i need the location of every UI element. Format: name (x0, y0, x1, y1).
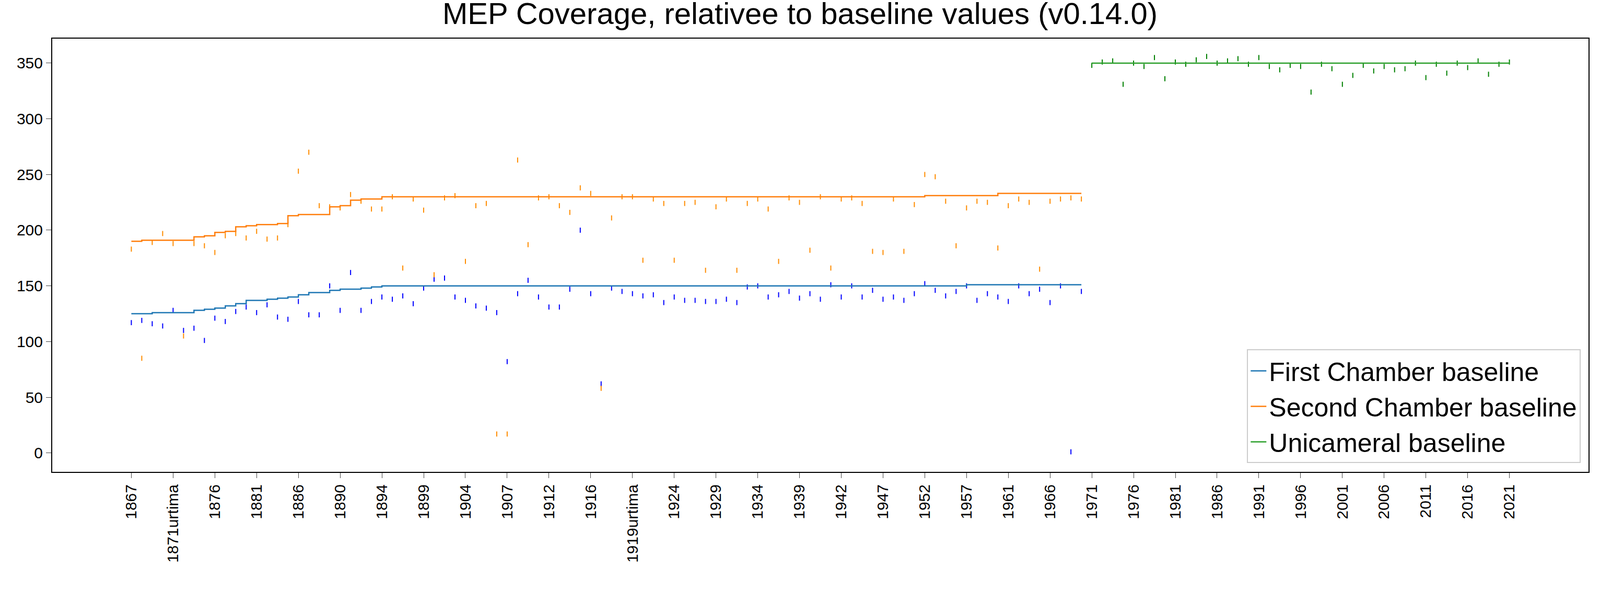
svg-text:1890: 1890 (331, 484, 349, 520)
svg-text:1934: 1934 (748, 484, 766, 520)
svg-text:2021: 2021 (1500, 484, 1518, 520)
svg-text:1971: 1971 (1082, 484, 1101, 520)
svg-text:0: 0 (33, 444, 43, 462)
svg-text:1929: 1929 (706, 484, 724, 520)
svg-text:MEP Coverage, relativee to bas: MEP Coverage, relativee to baseline valu… (442, 0, 1158, 31)
svg-text:1899: 1899 (414, 484, 432, 520)
svg-text:1939: 1939 (790, 484, 808, 520)
svg-text:150: 150 (16, 277, 43, 295)
svg-text:300: 300 (16, 110, 43, 128)
svg-text:200: 200 (16, 221, 43, 239)
svg-text:1904: 1904 (456, 484, 474, 520)
svg-text:Unicameral baseline: Unicameral baseline (1268, 428, 1506, 459)
svg-text:1947: 1947 (873, 484, 892, 520)
svg-text:1886: 1886 (289, 484, 307, 520)
svg-text:250: 250 (16, 166, 43, 184)
svg-text:2011: 2011 (1416, 484, 1434, 519)
svg-text:Second Chamber baseline: Second Chamber baseline (1268, 393, 1577, 423)
svg-text:2016: 2016 (1458, 484, 1476, 520)
svg-text:1981: 1981 (1166, 484, 1184, 520)
svg-text:50: 50 (25, 389, 43, 407)
svg-text:1894: 1894 (372, 484, 391, 520)
svg-text:1867: 1867 (122, 484, 140, 520)
svg-text:1991: 1991 (1250, 484, 1268, 520)
svg-text:1942: 1942 (832, 484, 850, 520)
svg-text:2001: 2001 (1333, 484, 1351, 520)
svg-text:1976: 1976 (1124, 484, 1142, 520)
svg-text:1881: 1881 (247, 484, 265, 520)
svg-text:1876: 1876 (205, 484, 224, 520)
svg-text:1916: 1916 (581, 484, 600, 520)
svg-text:1907: 1907 (498, 484, 516, 520)
svg-text:1871urtima: 1871urtima (164, 484, 182, 564)
svg-text:350: 350 (16, 54, 43, 72)
svg-text:First Chamber baseline: First Chamber baseline (1268, 357, 1539, 388)
svg-text:1986: 1986 (1208, 484, 1226, 520)
svg-text:1957: 1957 (957, 484, 975, 520)
svg-text:100: 100 (16, 333, 43, 351)
svg-text:1919urtima: 1919urtima (623, 484, 641, 564)
svg-text:1912: 1912 (540, 484, 558, 520)
svg-text:1952: 1952 (915, 484, 933, 520)
svg-text:1996: 1996 (1291, 484, 1310, 520)
svg-text:2006: 2006 (1374, 484, 1393, 520)
svg-text:1966: 1966 (1041, 484, 1059, 520)
svg-text:1961: 1961 (999, 484, 1017, 520)
svg-text:1924: 1924 (664, 484, 683, 520)
